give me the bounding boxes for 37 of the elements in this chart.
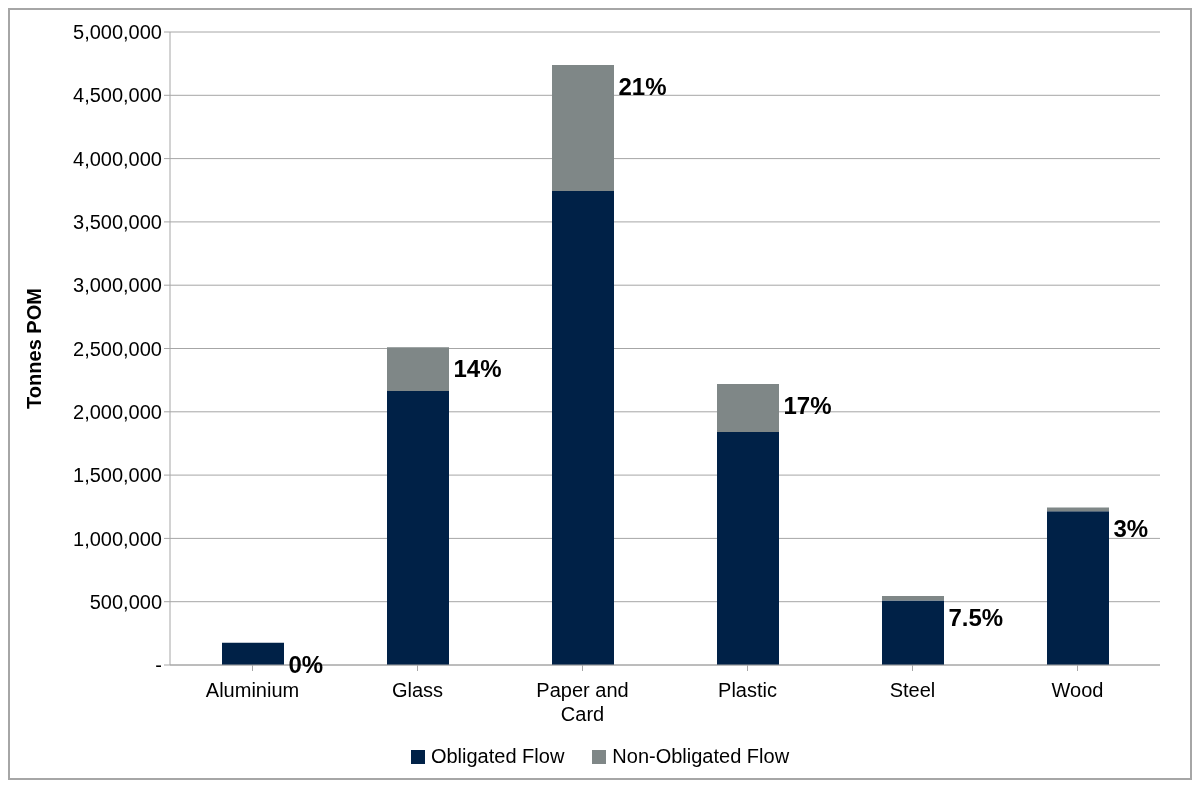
y-tick-label: 4,000,000 — [73, 147, 162, 170]
y-axis-title: Tonnes POM — [23, 288, 46, 409]
y-tick-label: 4,500,000 — [73, 84, 162, 107]
annotation: 17% — [783, 391, 832, 419]
y-tick-label: 1,000,000 — [73, 527, 162, 550]
annotation: 0% — [288, 650, 324, 678]
bar — [717, 432, 779, 665]
bar — [1047, 511, 1109, 665]
bar — [387, 347, 449, 391]
bar — [387, 390, 449, 665]
bar — [882, 596, 944, 601]
x-tick-label: Steel — [889, 679, 936, 701]
y-tick-label: 5,000,000 — [73, 21, 162, 44]
x-tick-label: Paper and Card — [536, 679, 629, 725]
annotation: 7.5% — [948, 604, 1004, 631]
bar — [882, 600, 944, 665]
bar — [552, 64, 614, 191]
y-tick-label: - — [155, 654, 162, 677]
bar — [222, 642, 284, 665]
y-tick-label: 1,500,000 — [73, 464, 162, 487]
x-tick-label: Plastic — [718, 679, 777, 701]
legend-label: Non-Obligated Flow — [612, 745, 790, 768]
x-tick-label: Wood — [1051, 679, 1104, 701]
y-tick-label: 2,000,000 — [73, 400, 162, 423]
y-tick-label: 500,000 — [89, 590, 162, 613]
legend-label: Obligated Flow — [430, 745, 565, 768]
x-tick-label: Aluminium — [205, 679, 300, 701]
y-tick-label: 2,500,000 — [73, 337, 162, 360]
annotation: 14% — [453, 355, 502, 383]
annotation: 3% — [1113, 515, 1149, 543]
bar — [717, 383, 779, 433]
bar — [552, 190, 614, 665]
y-tick-label: 3,500,000 — [73, 211, 162, 233]
x-tick-label: Glass — [391, 679, 444, 701]
y-tick-label: 3,000,000 — [73, 274, 162, 297]
bar — [1047, 507, 1109, 512]
annotation: 21% — [618, 72, 667, 100]
